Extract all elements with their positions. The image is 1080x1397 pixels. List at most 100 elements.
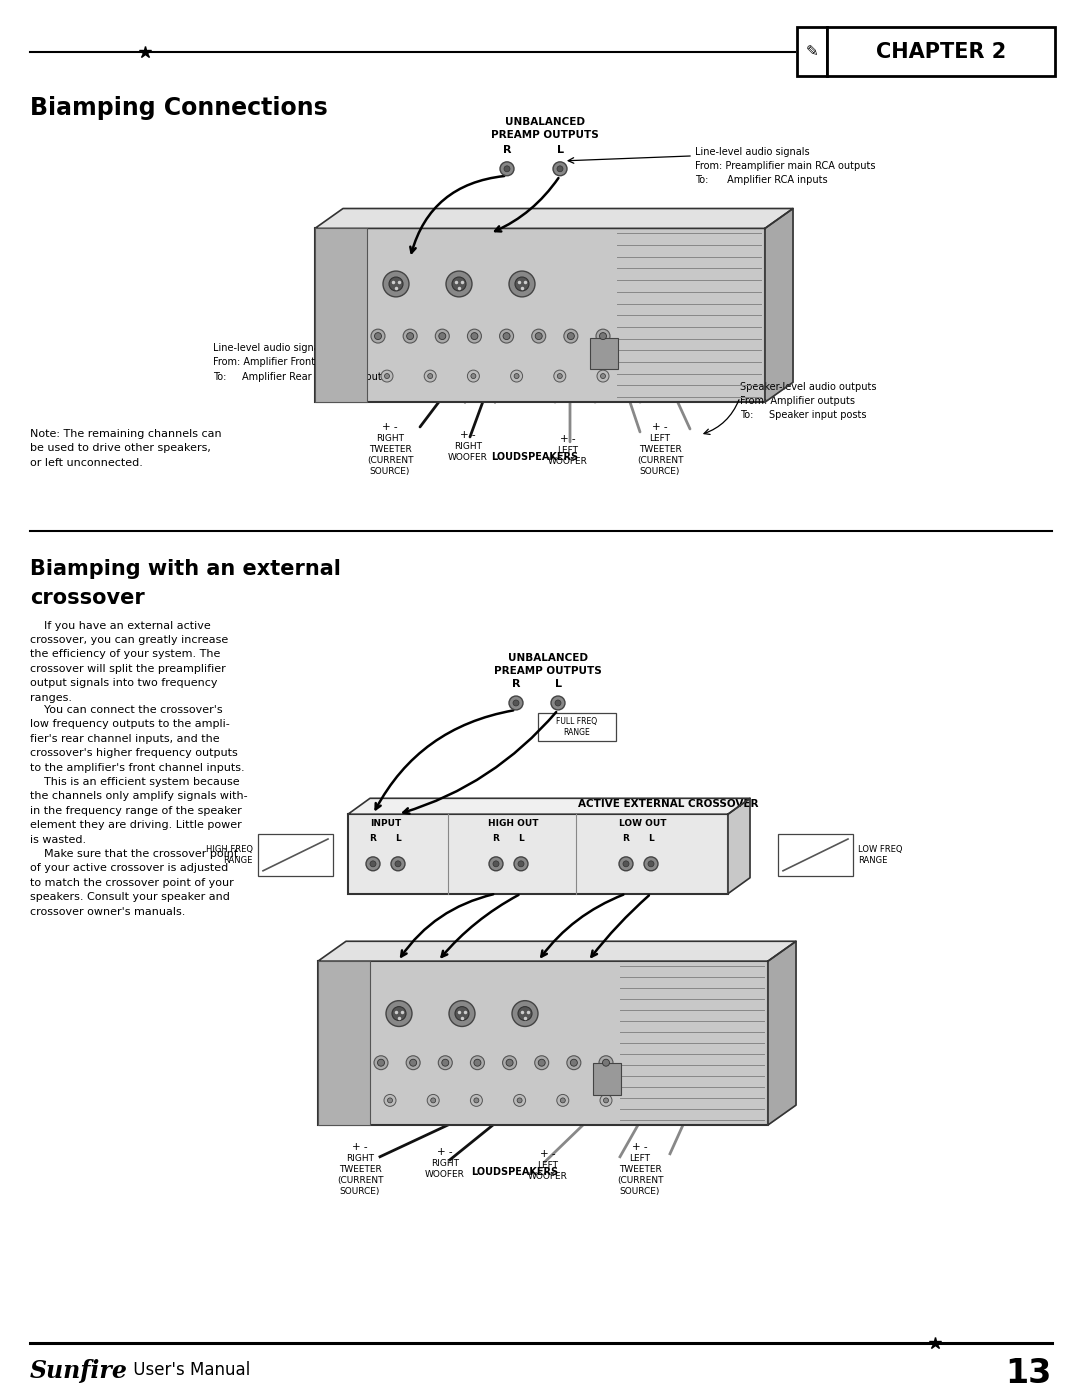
- Circle shape: [513, 700, 519, 705]
- Text: Line-level audio signals
From: Preamplifier main RCA outputs
To:      Amplifier : Line-level audio signals From: Preamplif…: [696, 147, 876, 184]
- Circle shape: [384, 373, 390, 379]
- Text: + -: + -: [561, 434, 576, 444]
- Polygon shape: [318, 942, 796, 961]
- Circle shape: [449, 1000, 475, 1027]
- Bar: [538, 712, 616, 740]
- Text: R: R: [503, 145, 511, 155]
- Circle shape: [438, 332, 446, 339]
- Polygon shape: [348, 798, 750, 814]
- Text: RIGHT
WOOFER: RIGHT WOOFER: [448, 441, 488, 462]
- Circle shape: [366, 856, 380, 870]
- Circle shape: [555, 700, 561, 705]
- Circle shape: [370, 861, 376, 866]
- Circle shape: [536, 332, 542, 339]
- Text: + -: + -: [382, 422, 397, 432]
- Circle shape: [517, 1098, 522, 1102]
- Bar: [593, 1063, 621, 1095]
- Circle shape: [381, 370, 393, 381]
- Text: + -: + -: [460, 430, 476, 440]
- Text: Line-level audio signals: Line-level audio signals: [213, 342, 327, 352]
- Circle shape: [391, 856, 405, 870]
- Circle shape: [468, 370, 480, 381]
- Text: User's Manual: User's Manual: [129, 1361, 251, 1379]
- Circle shape: [372, 330, 384, 344]
- Circle shape: [374, 1056, 388, 1070]
- Bar: [778, 834, 853, 876]
- Circle shape: [442, 1059, 449, 1066]
- Circle shape: [384, 1094, 396, 1106]
- Circle shape: [561, 1098, 565, 1102]
- Circle shape: [431, 1098, 435, 1102]
- Circle shape: [554, 370, 566, 381]
- Text: + -: + -: [352, 1141, 368, 1153]
- Bar: [348, 814, 728, 894]
- Circle shape: [535, 1056, 549, 1070]
- Text: L: L: [648, 834, 653, 842]
- Circle shape: [518, 1007, 532, 1021]
- Circle shape: [378, 1059, 384, 1066]
- Text: You can connect the crossover's
low frequency outputs to the ampli-
fier's rear : You can connect the crossover's low freq…: [30, 705, 245, 773]
- Circle shape: [507, 1059, 513, 1066]
- Circle shape: [509, 271, 535, 298]
- Circle shape: [403, 330, 417, 344]
- Circle shape: [597, 370, 609, 381]
- Text: R: R: [512, 679, 521, 689]
- Circle shape: [489, 856, 503, 870]
- Circle shape: [424, 370, 436, 381]
- Text: LEFT
WOOFER: LEFT WOOFER: [548, 446, 588, 467]
- Text: Speaker-level audio outputs
From: Amplifier outputs
To:     Speaker input posts: Speaker-level audio outputs From: Amplif…: [740, 383, 877, 420]
- Circle shape: [648, 861, 654, 866]
- Text: Make sure that the crossover point
of your active crossover is adjusted
to match: Make sure that the crossover point of yo…: [30, 849, 239, 916]
- Text: INPUT: INPUT: [370, 819, 402, 828]
- Circle shape: [500, 330, 514, 344]
- Circle shape: [504, 166, 510, 172]
- Circle shape: [455, 1007, 469, 1021]
- Text: LOW FREQ
RANGE: LOW FREQ RANGE: [858, 845, 903, 865]
- Text: + -: + -: [632, 1141, 648, 1153]
- Text: LEFT
TWEETER
(CURRENT
SOURCE): LEFT TWEETER (CURRENT SOURCE): [617, 1154, 663, 1196]
- Text: ACTIVE EXTERNAL CROSSOVER: ACTIVE EXTERNAL CROSSOVER: [578, 799, 758, 809]
- Circle shape: [407, 332, 414, 339]
- Text: R: R: [492, 834, 499, 842]
- Circle shape: [599, 1056, 613, 1070]
- Circle shape: [453, 277, 465, 291]
- Circle shape: [599, 332, 607, 339]
- Text: + -: + -: [437, 1147, 453, 1157]
- Circle shape: [428, 1094, 440, 1106]
- Circle shape: [428, 373, 433, 379]
- Circle shape: [623, 861, 629, 866]
- Text: LEFT
TWEETER
(CURRENT
SOURCE): LEFT TWEETER (CURRENT SOURCE): [637, 434, 684, 476]
- Circle shape: [500, 162, 514, 176]
- Circle shape: [474, 1098, 478, 1102]
- Text: LOW OUT: LOW OUT: [619, 819, 666, 828]
- Circle shape: [471, 1094, 483, 1106]
- Circle shape: [409, 1059, 417, 1066]
- Circle shape: [471, 332, 478, 339]
- Text: ✎: ✎: [806, 45, 819, 59]
- Text: FULL FREQ
RANGE: FULL FREQ RANGE: [556, 717, 597, 736]
- Text: UNBALANCED
PREAMP OUTPUTS: UNBALANCED PREAMP OUTPUTS: [495, 654, 602, 676]
- Text: RIGHT
WOOFER: RIGHT WOOFER: [426, 1158, 464, 1179]
- Text: Biamping Connections: Biamping Connections: [30, 96, 327, 120]
- Circle shape: [531, 330, 545, 344]
- Bar: [315, 228, 367, 402]
- Circle shape: [518, 861, 524, 866]
- Text: + -: + -: [652, 422, 667, 432]
- Polygon shape: [768, 942, 796, 1125]
- Bar: [827, 27, 1055, 77]
- Circle shape: [435, 330, 449, 344]
- Circle shape: [557, 1094, 569, 1106]
- Circle shape: [509, 696, 523, 710]
- Bar: [797, 27, 827, 77]
- Circle shape: [644, 856, 658, 870]
- Circle shape: [383, 271, 409, 298]
- Text: L: L: [556, 145, 564, 155]
- Bar: [318, 961, 768, 1125]
- Text: 13: 13: [1005, 1358, 1052, 1390]
- Circle shape: [511, 370, 523, 381]
- Circle shape: [492, 861, 499, 866]
- Text: LOUDSPEAKERS: LOUDSPEAKERS: [472, 1166, 558, 1176]
- Circle shape: [438, 1056, 453, 1070]
- Circle shape: [392, 1007, 406, 1021]
- Text: If you have an external active
crossover, you can greatly increase
the efficienc: If you have an external active crossover…: [30, 620, 228, 703]
